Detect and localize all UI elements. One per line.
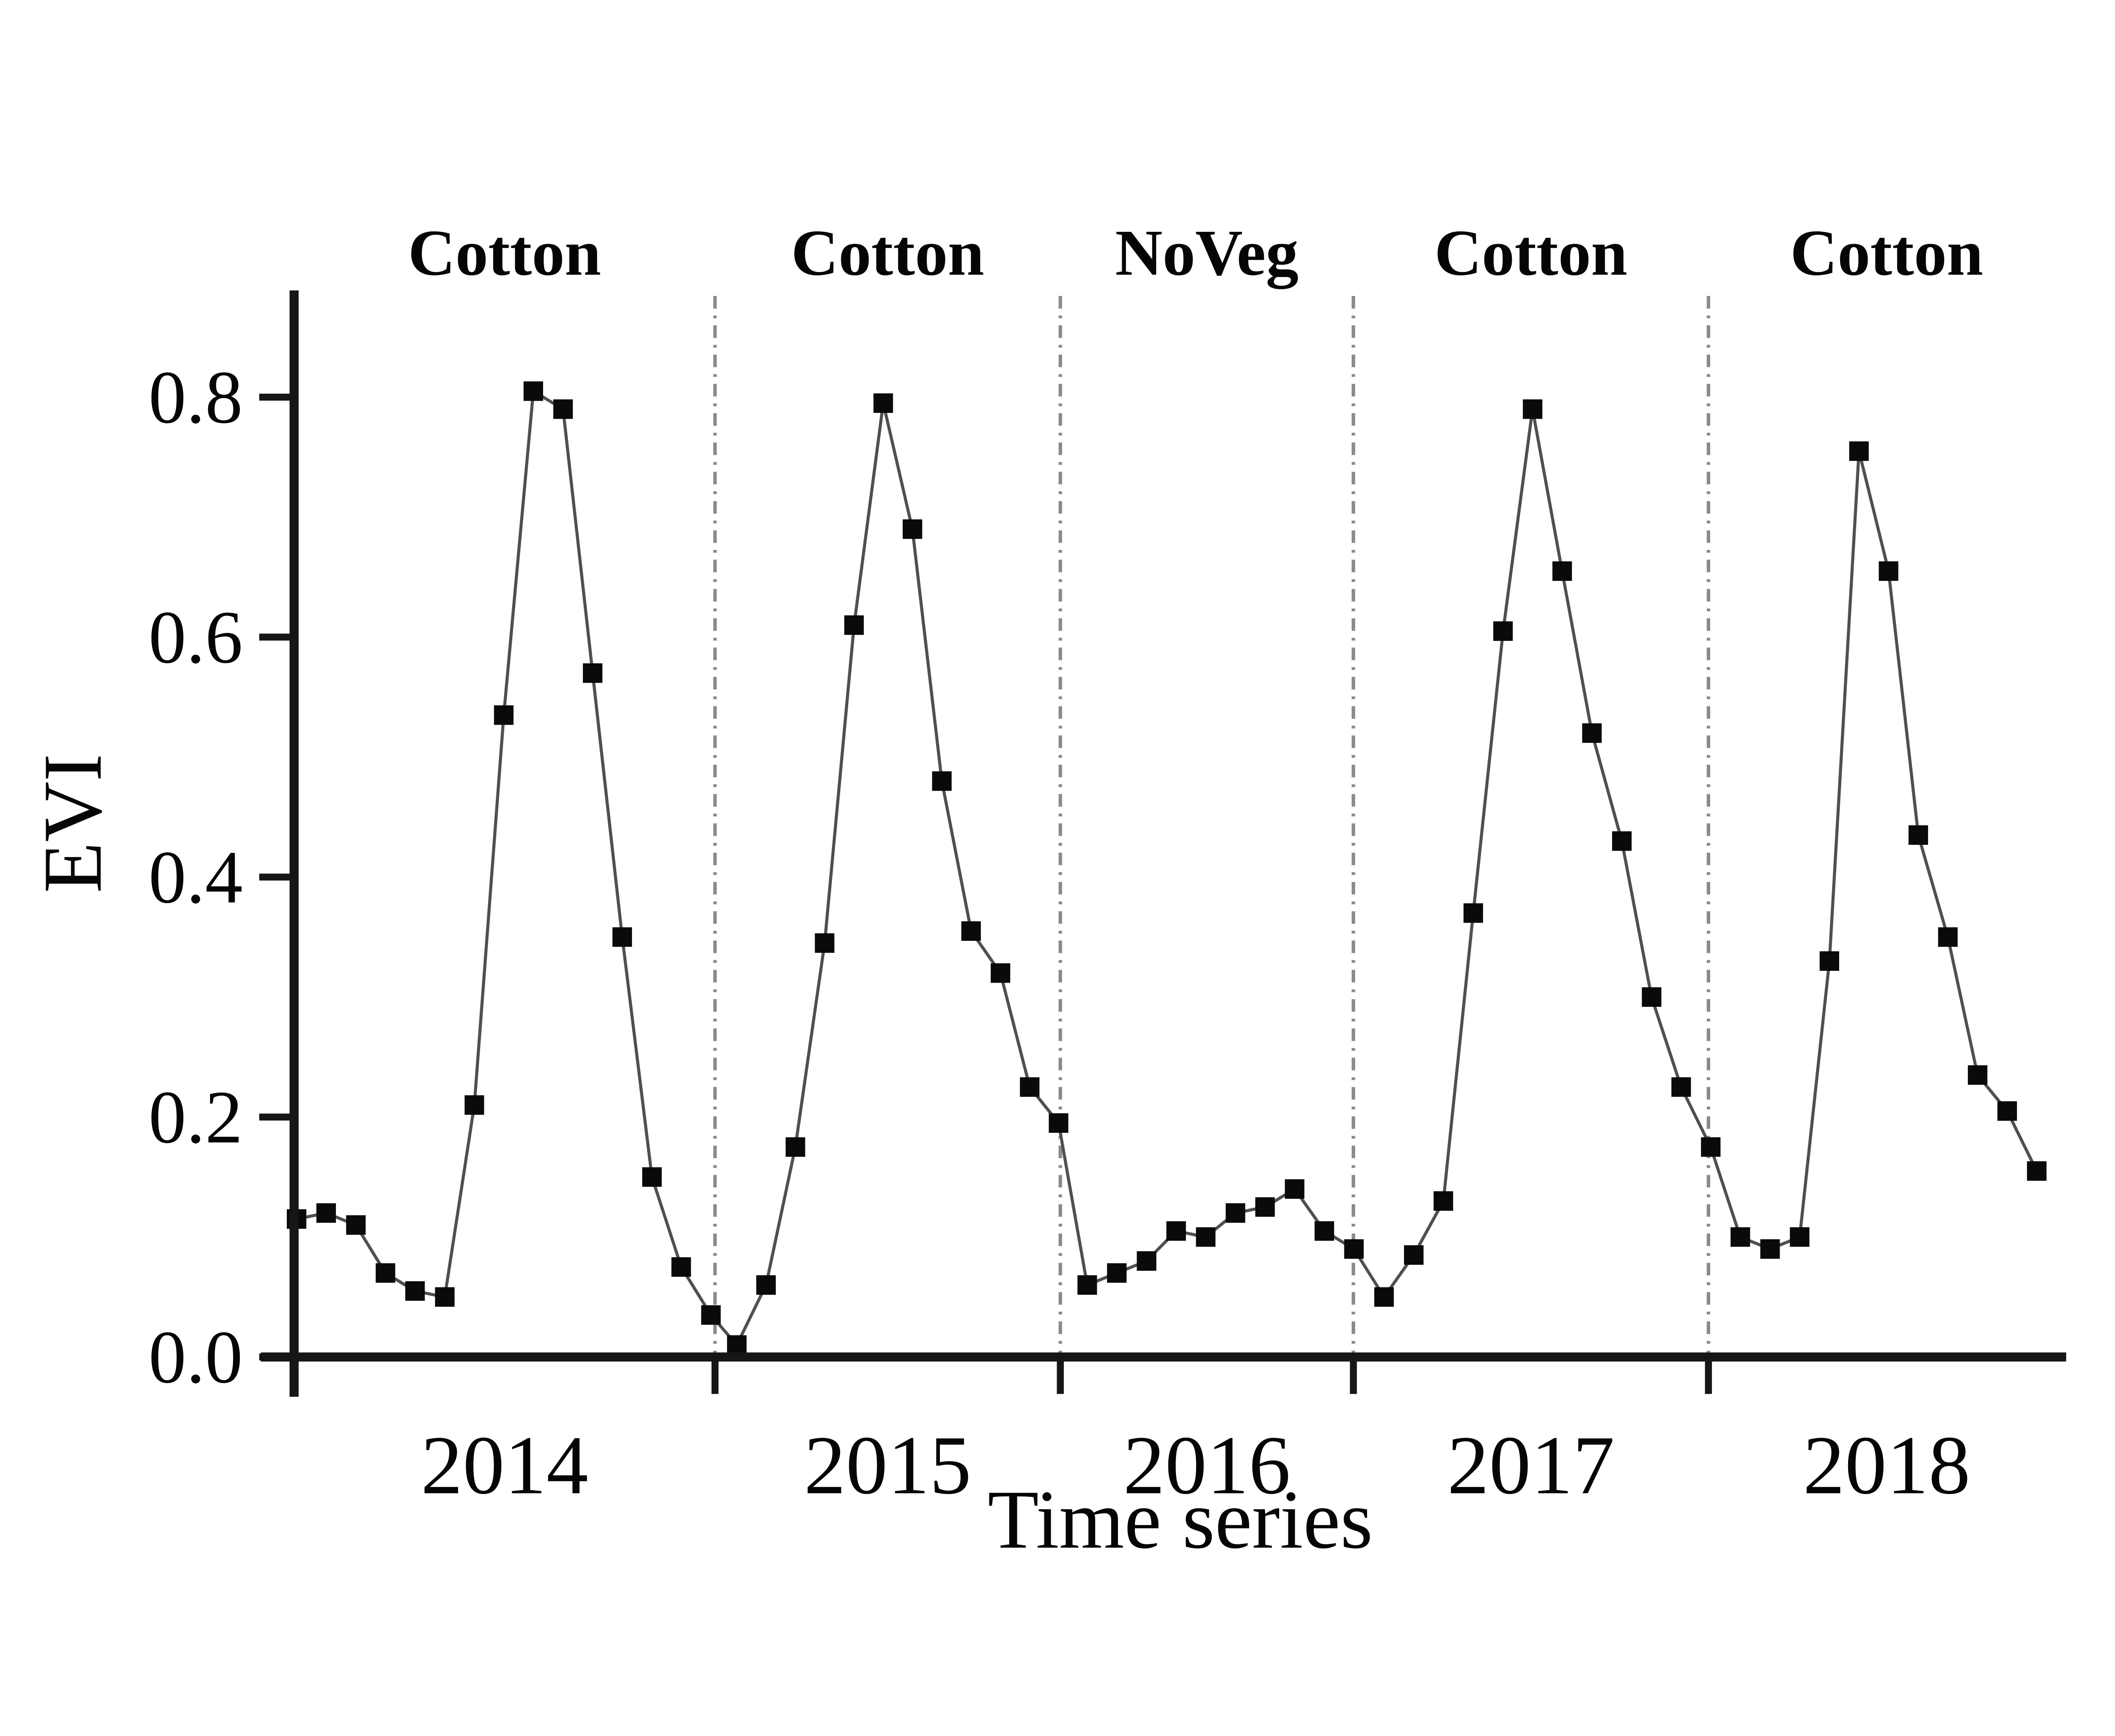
cover-type-label: Cotton	[1790, 217, 1983, 289]
data-point-marker	[932, 771, 952, 791]
data-point-marker	[494, 705, 514, 725]
data-point-marker	[671, 1257, 691, 1277]
data-point-marker	[1463, 903, 1483, 923]
data-point-marker	[1049, 1113, 1068, 1133]
data-point-marker	[1107, 1263, 1127, 1283]
data-point-marker	[2027, 1161, 2047, 1181]
data-point-marker	[1582, 723, 1602, 743]
data-point-marker	[1701, 1137, 1721, 1157]
data-point-marker	[346, 1215, 366, 1235]
data-point-marker	[1790, 1227, 1810, 1247]
data-point-marker	[1671, 1077, 1691, 1097]
data-point-marker	[786, 1137, 805, 1157]
data-point-marker	[903, 519, 923, 539]
x-tick-year-label: 2014	[421, 1419, 588, 1511]
x-tick-year-label: 2015	[804, 1419, 972, 1511]
data-point-marker	[991, 963, 1011, 983]
data-point-marker	[464, 1095, 484, 1115]
data-point-marker	[435, 1287, 455, 1307]
data-point-marker	[1493, 621, 1513, 641]
x-tick-year-label: 2018	[1803, 1419, 1970, 1511]
evi-series-line	[296, 388, 2038, 1348]
data-point-marker	[523, 381, 543, 401]
data-point-marker	[727, 1335, 747, 1355]
data-point-marker	[1314, 1221, 1334, 1241]
y-tick-label: 0.8	[148, 355, 243, 439]
data-point-marker	[1730, 1227, 1750, 1247]
data-point-marker	[1938, 927, 1958, 947]
data-point-marker	[844, 615, 864, 635]
data-point-marker	[1255, 1197, 1275, 1217]
data-point-marker	[1819, 951, 1839, 971]
data-point-marker	[1137, 1251, 1156, 1271]
cover-type-label: Cotton	[1434, 217, 1627, 289]
x-tick-year-label: 2017	[1447, 1419, 1615, 1511]
data-point-marker	[1968, 1065, 1988, 1085]
series-layer	[287, 381, 2047, 1355]
data-point-marker	[961, 921, 981, 941]
y-tick-label: 0.4	[148, 835, 243, 919]
data-point-marker	[1225, 1203, 1245, 1223]
data-point-marker	[1196, 1227, 1216, 1247]
cover-type-label: Cotton	[408, 217, 601, 289]
data-point-marker	[1344, 1239, 1364, 1259]
data-point-marker	[1285, 1179, 1305, 1199]
cover-type-label: Cotton	[791, 217, 984, 289]
data-point-marker	[1642, 987, 1662, 1007]
data-point-marker	[1612, 831, 1632, 851]
data-point-marker	[1997, 1101, 2017, 1121]
data-point-marker	[1077, 1275, 1097, 1295]
y-tick-label: 0.6	[148, 595, 243, 679]
data-point-marker	[873, 393, 893, 413]
data-point-marker	[1552, 561, 1572, 581]
year-divider-layer	[713, 296, 1711, 1354]
data-point-marker	[316, 1203, 336, 1223]
x-tick-year-label: 2016	[1123, 1419, 1291, 1511]
data-point-marker	[612, 927, 632, 947]
data-point-marker	[553, 399, 573, 419]
data-point-marker	[405, 1281, 425, 1301]
data-point-marker	[1849, 441, 1869, 461]
y-tick-label: 0.0	[148, 1315, 243, 1399]
data-point-marker	[1760, 1239, 1780, 1259]
data-point-marker	[1523, 399, 1543, 419]
data-point-marker	[815, 933, 835, 953]
cover-type-label: NoVeg	[1115, 217, 1298, 289]
text-label-layer: EVI Time series 0.0 0.2 0.4 0.6 0.8 Cotton 201…	[26, 217, 1983, 1566]
data-point-marker	[756, 1275, 776, 1295]
data-point-marker	[1908, 825, 1928, 845]
y-axis-title: EVI	[26, 754, 119, 893]
data-point-marker	[1020, 1077, 1040, 1097]
data-point-marker	[1374, 1287, 1394, 1307]
axis-layer	[259, 290, 2066, 1397]
data-point-marker	[642, 1167, 662, 1187]
data-point-marker	[701, 1305, 721, 1325]
y-tick-label: 0.2	[148, 1075, 243, 1159]
x-axis-title: Time series	[988, 1473, 1373, 1566]
data-point-marker	[582, 663, 603, 683]
data-point-marker	[376, 1263, 396, 1283]
data-point-marker	[1404, 1245, 1424, 1265]
data-point-marker	[1434, 1191, 1453, 1211]
data-point-marker	[1879, 561, 1898, 581]
data-point-marker	[1166, 1221, 1186, 1241]
